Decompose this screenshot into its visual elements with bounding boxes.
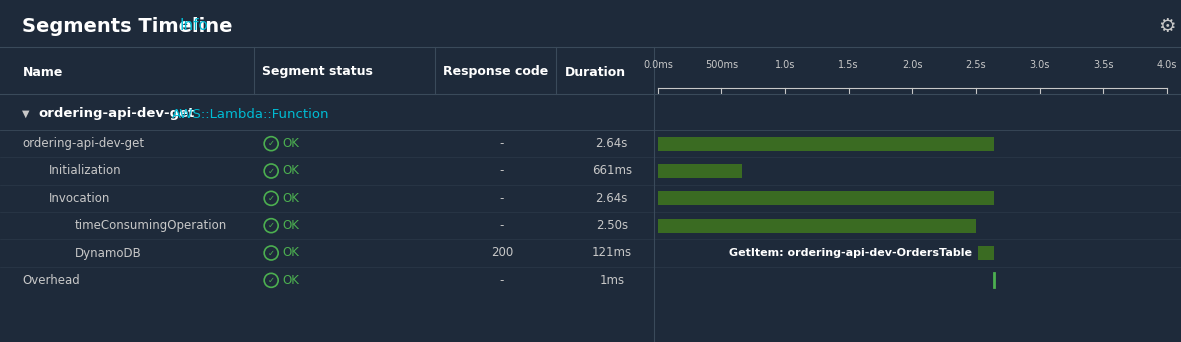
Text: ordering-api-dev-get: ordering-api-dev-get xyxy=(22,137,144,150)
Text: 1.5s: 1.5s xyxy=(839,60,859,70)
Text: OK: OK xyxy=(282,192,299,205)
Text: ✓: ✓ xyxy=(268,194,275,203)
Text: 661ms: 661ms xyxy=(592,165,632,177)
Text: OK: OK xyxy=(282,137,299,150)
Text: timeConsumingOperation: timeConsumingOperation xyxy=(74,219,227,232)
Text: 4.0s: 4.0s xyxy=(1156,60,1177,70)
Text: ordering-api-dev-get: ordering-api-dev-get xyxy=(39,107,195,120)
Text: 2.5s: 2.5s xyxy=(966,60,986,70)
Text: DynamoDB: DynamoDB xyxy=(74,247,142,260)
Text: 2.64s: 2.64s xyxy=(595,137,628,150)
Bar xyxy=(658,136,993,151)
Text: -: - xyxy=(500,219,504,232)
Text: OK: OK xyxy=(282,274,299,287)
Text: Initialization: Initialization xyxy=(48,165,120,177)
Text: 3.0s: 3.0s xyxy=(1030,60,1050,70)
Text: OK: OK xyxy=(282,247,299,260)
Text: ✓: ✓ xyxy=(268,139,275,148)
Text: AWS::Lambda::Function: AWS::Lambda::Function xyxy=(171,107,329,120)
Text: -: - xyxy=(500,165,504,177)
Bar xyxy=(658,164,742,178)
Text: 121ms: 121ms xyxy=(592,247,632,260)
Text: 500ms: 500ms xyxy=(705,60,738,70)
Text: ✓: ✓ xyxy=(268,221,275,230)
Text: 2.64s: 2.64s xyxy=(595,192,628,205)
Text: Duration: Duration xyxy=(565,66,626,79)
Text: -: - xyxy=(500,192,504,205)
Text: Overhead: Overhead xyxy=(22,274,80,287)
Text: 2.0s: 2.0s xyxy=(902,60,922,70)
Bar xyxy=(658,219,976,233)
Text: 1ms: 1ms xyxy=(599,274,625,287)
Bar xyxy=(978,246,993,260)
Text: 0.0ms: 0.0ms xyxy=(642,60,673,70)
Text: ✓: ✓ xyxy=(268,167,275,175)
Text: OK: OK xyxy=(282,165,299,177)
Text: Name: Name xyxy=(22,66,63,79)
Text: 200: 200 xyxy=(491,247,513,260)
Text: Segment status: Segment status xyxy=(262,66,373,79)
Text: ✓: ✓ xyxy=(268,249,275,258)
Text: Response code: Response code xyxy=(443,66,548,79)
Text: GetItem: ordering-api-dev-OrdersTable: GetItem: ordering-api-dev-OrdersTable xyxy=(730,248,972,258)
Text: 3.5s: 3.5s xyxy=(1092,60,1114,70)
Text: Info: Info xyxy=(180,18,208,34)
Text: ▼: ▼ xyxy=(22,109,30,119)
Text: 1.0s: 1.0s xyxy=(775,60,795,70)
Text: -: - xyxy=(500,274,504,287)
Text: 2.50s: 2.50s xyxy=(595,219,628,232)
Text: ✓: ✓ xyxy=(268,276,275,285)
Text: ⚙: ⚙ xyxy=(1159,16,1176,36)
Text: -: - xyxy=(500,137,504,150)
Text: OK: OK xyxy=(282,219,299,232)
Text: Invocation: Invocation xyxy=(48,192,110,205)
Bar xyxy=(658,191,993,206)
Text: Segments Timeline: Segments Timeline xyxy=(22,16,233,36)
